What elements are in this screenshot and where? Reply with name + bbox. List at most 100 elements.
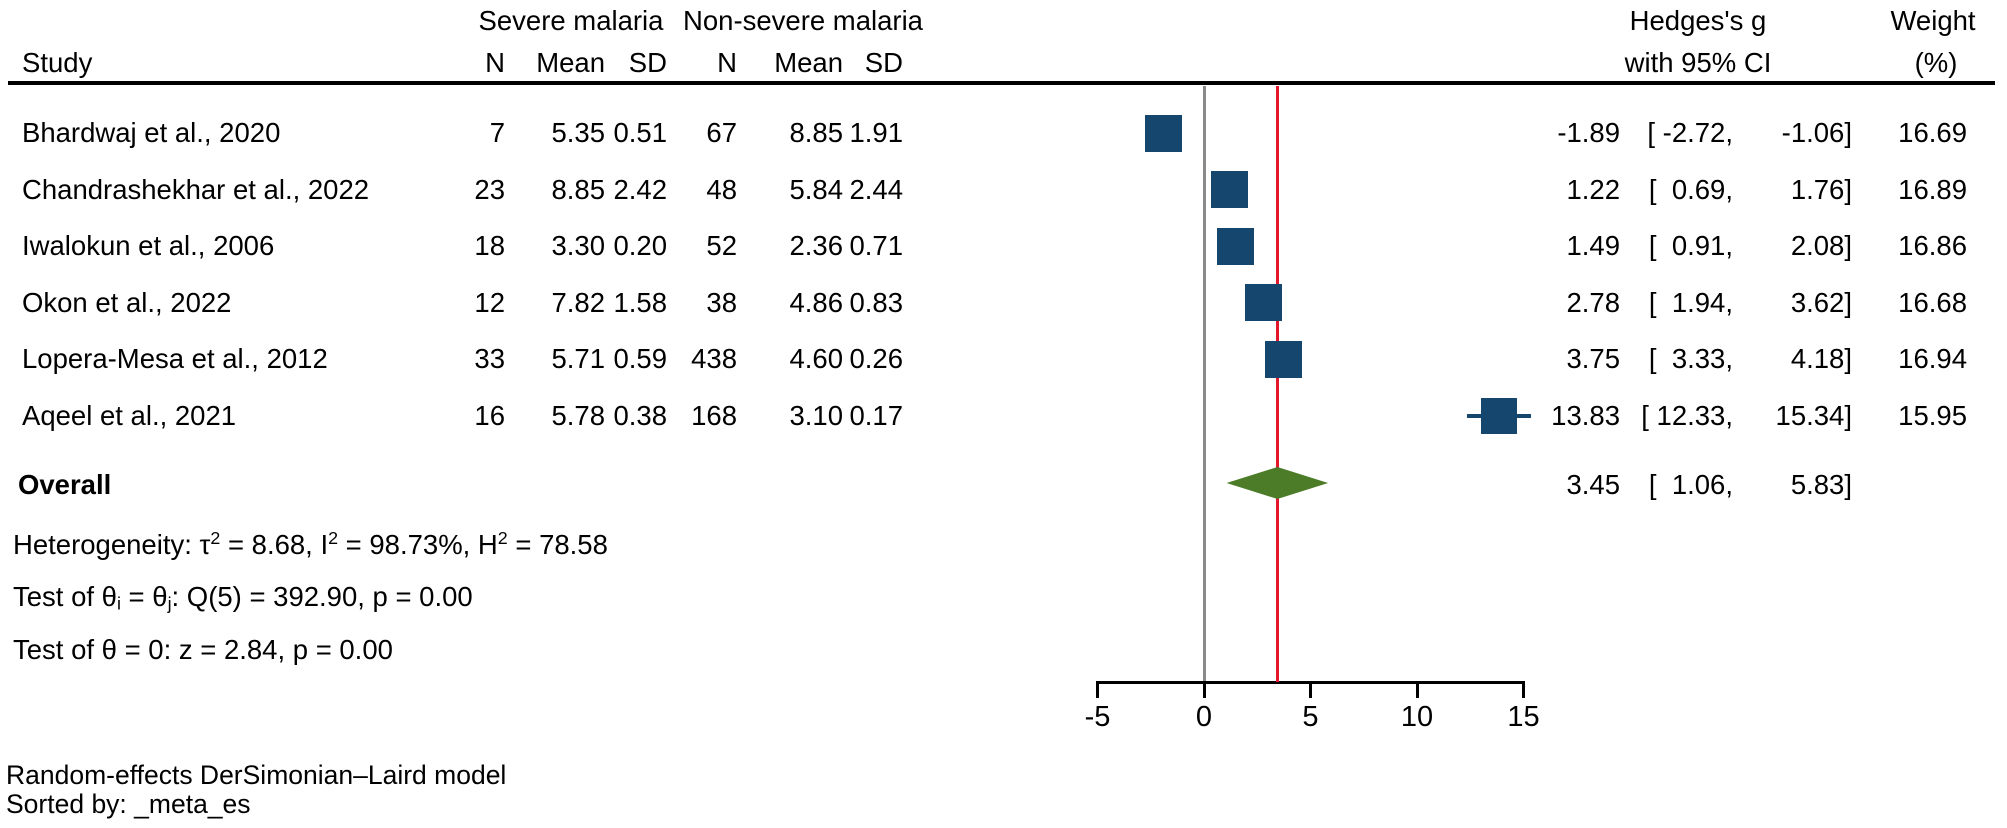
axis-tick — [1202, 681, 1206, 698]
group-header-nonsevere: Non-severe malaria — [683, 5, 923, 36]
axis-tick-label: 0 — [1195, 701, 1213, 733]
col-header-mean2: Mean — [774, 47, 843, 78]
effect-size-cell: 1.22 — [1566, 174, 1620, 205]
het-text: Heterogeneity: τ — [13, 528, 211, 560]
effect-size-cell: 3.75 — [1566, 343, 1620, 374]
mean1-cell: 5.78 — [551, 400, 605, 431]
test-q-text: = θ — [120, 581, 168, 612]
effect-size-cell: 2.78 — [1566, 287, 1620, 318]
test-z-stats: Test of θ = 0: z = 2.84, p = 0.00 — [13, 634, 393, 665]
ci-low-cell: [ 0.91, — [1648, 230, 1733, 261]
zero-line — [1202, 86, 1206, 682]
weight-cell: 15.95 — [1898, 400, 1967, 431]
ci-low-cell: [ 0.69, — [1648, 174, 1733, 205]
ci-low-cell: [ -2.72, — [1647, 117, 1733, 148]
effect-square — [1480, 397, 1517, 434]
sd2-cell: 2.44 — [849, 174, 903, 205]
ci-high-cell: 4.18] — [1790, 343, 1852, 374]
n1-cell: 23 — [474, 174, 505, 205]
effect-size-cell: 13.83 — [1551, 400, 1620, 431]
weight-header-line2: (%) — [1914, 47, 1958, 78]
overall-ci-high-cell: 5.83] — [1790, 469, 1852, 500]
axis-tick — [1309, 681, 1312, 698]
subscript: j — [167, 593, 172, 614]
axis-tick-label: -5 — [1084, 701, 1111, 733]
axis-tick-label: 15 — [1507, 701, 1540, 733]
ci-low-cell: [ 1.94, — [1648, 287, 1733, 318]
n1-cell: 12 — [474, 287, 505, 318]
study-header: Study — [22, 47, 93, 78]
n2-cell: 67 — [706, 117, 737, 148]
mean1-cell: 5.35 — [551, 117, 605, 148]
mean1-cell: 7.82 — [551, 287, 605, 318]
het-text: = 8.68, I — [220, 528, 329, 560]
col-header-n1: N — [485, 47, 505, 78]
col-header-sd1: SD — [628, 47, 667, 78]
ci-high-cell: 3.62] — [1790, 287, 1852, 318]
mean2-cell: 5.84 — [789, 174, 843, 205]
sort-note: Sorted by: _meta_es — [6, 789, 251, 819]
weight-cell: 16.68 — [1898, 287, 1967, 318]
sd1-cell: 0.59 — [613, 343, 667, 374]
mean2-cell: 4.86 — [789, 287, 843, 318]
effect-square — [1217, 227, 1255, 265]
axis-tick-label: 5 — [1302, 701, 1319, 733]
effect-square — [1145, 114, 1183, 152]
ci-high-cell: 15.34] — [1775, 400, 1852, 431]
overall-ref-line — [1275, 86, 1279, 682]
study-label: Bhardwaj et al., 2020 — [22, 117, 281, 148]
effect-size-cell: -1.89 — [1557, 117, 1620, 148]
weight-header-line1: Weight — [1890, 5, 1976, 36]
ci-high-cell: -1.06] — [1781, 117, 1852, 148]
sd1-cell: 0.20 — [613, 230, 667, 261]
superscript: 2 — [210, 528, 221, 548]
weight-cell: 16.94 — [1898, 343, 1967, 374]
sd1-cell: 0.38 — [613, 400, 667, 431]
ci-low-cell: [ 3.33, — [1648, 343, 1733, 374]
sd2-cell: 0.71 — [849, 230, 903, 261]
sd2-cell: 1.91 — [849, 117, 903, 148]
sd2-cell: 0.26 — [849, 343, 903, 374]
overall-effect-size-cell: 3.45 — [1566, 469, 1620, 500]
mean1-cell: 5.71 — [551, 343, 605, 374]
es-header-line1: Hedges's g — [1629, 5, 1767, 36]
heterogeneity-stats: Heterogeneity: τ2 = 8.68, I2 = 98.73%, H… — [13, 521, 608, 562]
axis-tick — [1096, 681, 1099, 698]
study-label: Chandrashekhar et al., 2022 — [22, 174, 370, 205]
n2-cell: 52 — [706, 230, 737, 261]
axis-tick-label: 10 — [1400, 701, 1434, 733]
ci-low-cell: [ 12.33, — [1641, 400, 1733, 431]
mean2-cell: 8.85 — [789, 117, 843, 148]
het-text: = 78.58 — [507, 528, 608, 560]
ci-high-cell: 1.76] — [1790, 174, 1852, 205]
effect-size-cell: 1.49 — [1566, 230, 1620, 261]
mean2-cell: 4.60 — [789, 343, 843, 374]
superscript: 2 — [497, 528, 508, 548]
header-rule — [8, 81, 1995, 85]
sd1-cell: 1.58 — [613, 287, 667, 318]
col-header-n2: N — [717, 47, 737, 78]
es-header-line2: with 95% CI — [1624, 47, 1772, 78]
col-header-sd2: SD — [864, 47, 903, 78]
test-q-stats: Test of θi = θj: Q(5) = 392.90, p = 0.00 — [13, 580, 473, 621]
n2-cell: 38 — [706, 287, 737, 318]
n2-cell: 438 — [691, 343, 737, 374]
subscript: i — [116, 593, 121, 614]
ci-high-cell: 2.08] — [1790, 230, 1852, 261]
study-label: Lopera-Mesa et al., 2012 — [22, 343, 328, 374]
n1-cell: 7 — [489, 117, 505, 148]
col-header-mean1: Mean — [536, 47, 605, 78]
mean1-cell: 3.30 — [551, 230, 605, 261]
test-q-text: : Q(5) = 392.90, p = 0.00 — [171, 581, 473, 612]
overall-diamond — [1226, 467, 1329, 499]
sd1-cell: 2.42 — [613, 174, 667, 205]
mean2-cell: 3.10 — [789, 400, 843, 431]
overall-ci-low-cell: [ 1.06, — [1648, 469, 1733, 500]
mean2-cell: 2.36 — [789, 230, 843, 261]
effect-square — [1244, 284, 1282, 321]
axis-tick — [1415, 681, 1419, 698]
effect-square — [1265, 340, 1303, 378]
overall-label: Overall — [18, 469, 112, 500]
study-label: Iwalokun et al., 2006 — [22, 230, 275, 261]
